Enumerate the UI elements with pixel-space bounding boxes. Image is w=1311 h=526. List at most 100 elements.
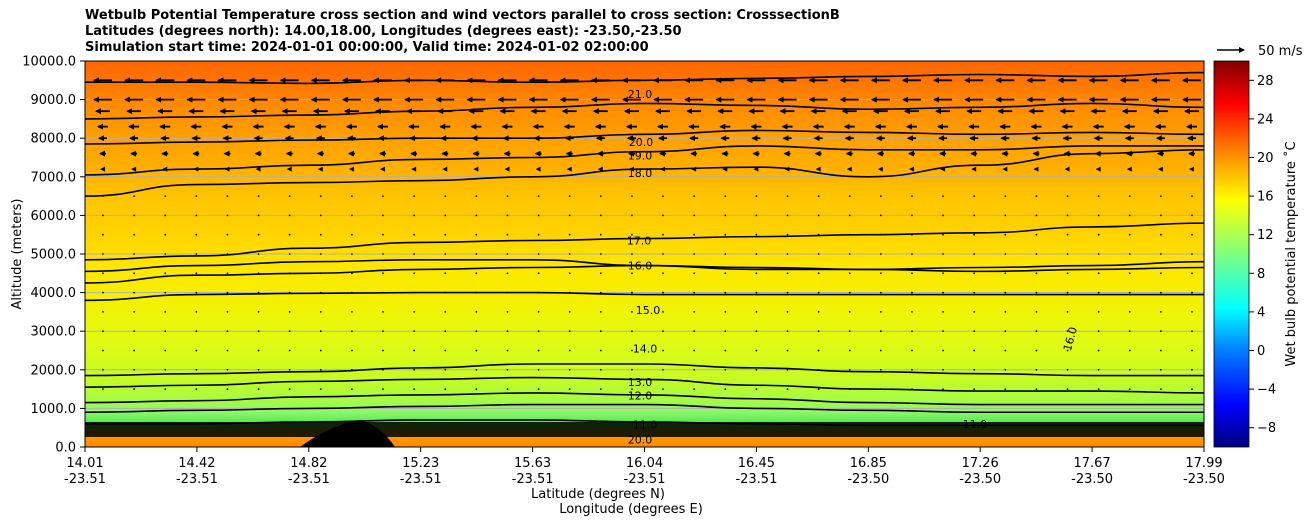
x-tick-label-lat: 16.45 <box>738 456 775 471</box>
wind-dot <box>879 253 882 255</box>
wind-dot <box>786 272 789 275</box>
wind-dot <box>755 214 758 217</box>
wind-dot <box>102 349 104 352</box>
wind-dot <box>568 291 571 294</box>
wind-dot <box>817 272 820 275</box>
wind-dot <box>1035 214 1038 217</box>
wind-dot <box>817 311 820 313</box>
wind-dot <box>693 330 696 333</box>
wind-dot <box>848 388 851 390</box>
wind-dot <box>786 368 789 371</box>
wind-dot <box>817 330 820 333</box>
colorbar-label: Wet bulb potential temperature ˚C <box>1283 141 1299 366</box>
x-tick-label-lon: -23.51 <box>288 472 330 487</box>
wind-dot <box>1035 311 1038 313</box>
wind-dot <box>724 349 727 352</box>
wind-arrow <box>908 166 914 172</box>
wind-dot <box>631 272 633 275</box>
contour-label: 14.0 <box>633 343 658 356</box>
colorbar-tick-label: −8 <box>1257 421 1276 436</box>
x-tick-label-lon: -23.51 <box>176 472 218 487</box>
wind-dot <box>1159 195 1162 198</box>
wind-dot <box>382 368 384 371</box>
wind-dot <box>195 214 198 217</box>
contour-label-text: 19.0 <box>628 150 653 163</box>
wind-dot <box>444 311 447 313</box>
wind-arrow <box>380 166 386 172</box>
wind-dot <box>631 253 633 255</box>
wind-dot <box>444 233 447 236</box>
x-tick-label-lon: -23.51 <box>400 472 442 487</box>
colorbar-ticks: −8 −4 0 4 8 12 16 20 24 28 <box>1249 74 1276 436</box>
wind-dot <box>1066 388 1069 390</box>
wind-dot <box>973 233 976 236</box>
wind-dot <box>1035 233 1038 236</box>
contour-label: 16.0 <box>1061 326 1080 353</box>
wind-dot <box>506 388 509 390</box>
wind-dot <box>319 214 322 217</box>
contour-line <box>85 129 1204 145</box>
wind-dot <box>693 272 696 275</box>
wind-dot <box>662 368 664 371</box>
contour-label-text: 21.0 <box>628 88 653 101</box>
wind-dot <box>693 388 696 390</box>
wind-dot <box>911 388 913 390</box>
wind-dot <box>568 272 571 275</box>
wind-dot <box>382 291 384 294</box>
wind-dot <box>1159 330 1162 333</box>
wind-arrow <box>162 166 168 172</box>
wind-dot <box>1066 233 1069 236</box>
wind-dot <box>599 253 602 255</box>
wind-dot <box>288 311 291 313</box>
wind-dot <box>568 253 571 255</box>
x-tick-label-lon: -23.50 <box>1071 472 1113 487</box>
wind-dot <box>444 272 447 275</box>
wind-dot <box>102 233 104 236</box>
wind-dot <box>1097 291 1100 294</box>
wind-dot <box>351 253 353 255</box>
wind-arrow <box>566 166 572 172</box>
wind-dot <box>226 368 229 371</box>
wind-dot <box>942 253 944 255</box>
wind-dot <box>506 311 509 313</box>
contour-label: 19.0 <box>628 150 653 163</box>
wind-dot <box>133 311 136 313</box>
wind-dot <box>662 233 664 236</box>
wind-arrow <box>846 166 852 172</box>
wind-dot <box>911 330 913 333</box>
x-tick-label-lat: 14.82 <box>290 456 327 471</box>
wind-dot <box>319 272 322 275</box>
wind-dot <box>444 349 447 352</box>
wind-dot <box>662 330 664 333</box>
y-tick-label: 4000.0 <box>31 286 77 301</box>
wind-dot <box>1191 195 1193 198</box>
wind-dot <box>786 253 789 255</box>
wind-dot <box>817 291 820 294</box>
wind-dot <box>631 195 633 198</box>
wind-dot <box>164 233 167 236</box>
wind-dot <box>879 330 882 333</box>
wind-dot <box>1066 330 1069 333</box>
title-line-3: Simulation start time: 2024-01-01 00:00:… <box>85 40 649 55</box>
wind-dot <box>1159 272 1162 275</box>
wind-dot <box>755 291 758 294</box>
x-tick-label-lat: 14.01 <box>66 456 103 471</box>
wind-dot <box>102 195 104 198</box>
wind-dot <box>226 233 229 236</box>
wind-dot <box>133 349 136 352</box>
wind-dot <box>1097 272 1100 275</box>
wind-dot <box>226 253 229 255</box>
wind-dot <box>786 330 789 333</box>
wind-dot <box>319 195 322 198</box>
wind-dot <box>444 388 447 390</box>
contour-line <box>85 363 1204 377</box>
wind-dot <box>911 272 913 275</box>
wind-dot <box>351 233 353 236</box>
wind-dot <box>911 311 913 313</box>
wind-dot <box>848 214 851 217</box>
wind-dot <box>942 311 944 313</box>
wind-arrow <box>815 166 821 172</box>
contour-line <box>85 148 1204 197</box>
wind-dot <box>288 272 291 275</box>
wind-dot <box>475 195 478 198</box>
